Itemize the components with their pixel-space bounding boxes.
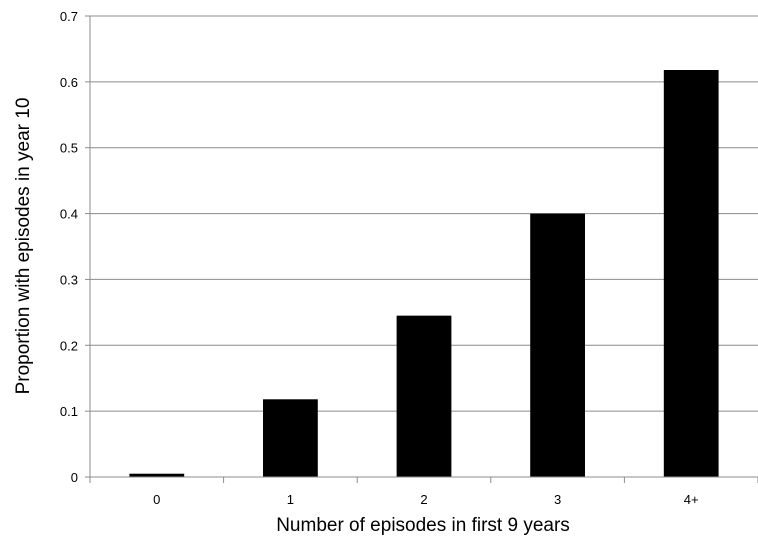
x-tick-labels: 0 1 2 3 4+ (153, 492, 698, 507)
y-tick-label: 0.7 (60, 9, 78, 24)
y-tick-label: 0.4 (60, 207, 78, 222)
x-tick-label: 4+ (684, 492, 699, 507)
bar-2 (396, 315, 452, 477)
bars (129, 70, 719, 478)
y-tick-label: 0.6 (60, 75, 78, 90)
x-tick-label: 1 (287, 492, 294, 507)
bar-4plus (663, 70, 719, 477)
y-tick-label: 0.2 (60, 338, 78, 353)
y-tick-label: 0 (71, 470, 78, 485)
gridlines (90, 15, 758, 412)
x-tick-label: 2 (420, 492, 427, 507)
bar-1 (263, 399, 318, 477)
axes (85, 15, 758, 483)
y-tick-label: 0.1 (60, 404, 78, 419)
x-axis-title: Number of episodes in first 9 years (276, 515, 570, 536)
y-tick-labels: 0 0.1 0.2 0.3 0.4 0.5 0.6 0.7 (60, 9, 78, 485)
y-tick-label: 0.5 (60, 141, 78, 156)
bar-3 (530, 213, 585, 478)
x-tick-label: 0 (153, 492, 160, 507)
x-tick-label: 3 (554, 492, 561, 507)
bar-0 (129, 473, 185, 477)
y-tick-label: 0.3 (60, 272, 78, 287)
y-axis-title: Proportion with episodes in year 10 (13, 98, 34, 395)
